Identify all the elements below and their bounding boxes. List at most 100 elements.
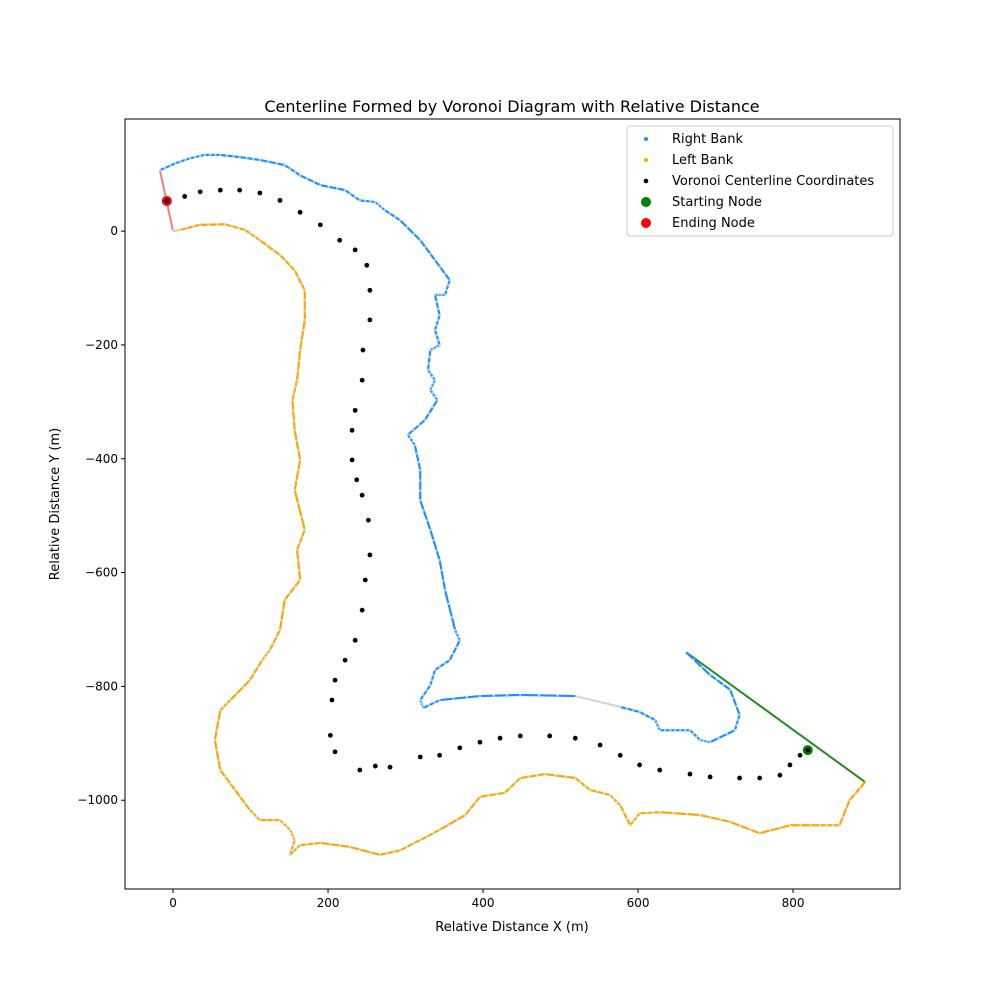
left-bank-point (292, 392, 296, 395)
centerline-point (517, 733, 523, 739)
right-bank-point (398, 219, 402, 222)
left-bank-point (464, 813, 467, 817)
chart-title: Centerline Formed by Voronoi Diagram wit… (264, 97, 759, 116)
left-bank-point (213, 738, 217, 742)
right-bank-point (669, 729, 672, 732)
left-bank-point (841, 815, 845, 818)
left-bank-point (288, 592, 291, 595)
legend-label-start: Starting Node (672, 195, 762, 210)
right-bank-point (275, 162, 278, 165)
right-bank-point (411, 440, 414, 444)
centerline-point (777, 772, 783, 778)
right-bank-point (657, 725, 660, 729)
left-bank-point (291, 409, 295, 412)
left-bank-point (219, 768, 222, 772)
right-bank-point (184, 158, 187, 162)
right-bank-point (288, 167, 292, 170)
right-bank-point (415, 452, 418, 455)
left-bank-point (447, 823, 450, 826)
left-bank-point (554, 774, 557, 777)
right-bank-point (436, 319, 440, 322)
left-bank-point (602, 792, 605, 795)
left-bank-point (632, 819, 635, 823)
right-bank-point (425, 519, 429, 522)
left-bank-point (235, 692, 238, 695)
right-bank-point (438, 343, 441, 347)
left-bank-point (290, 848, 293, 852)
plot-area (158, 153, 866, 857)
right-bank-point (457, 635, 460, 639)
left-bank-point (207, 223, 210, 226)
left-bank-point (432, 831, 435, 835)
left-bank-point (303, 309, 306, 312)
right-bank-point (695, 735, 699, 738)
left-bank-point (412, 842, 416, 845)
left-bank-point (385, 852, 389, 855)
left-bank-point (217, 719, 220, 722)
left-bank-point (296, 275, 300, 279)
centerline-point (637, 762, 642, 768)
centerline-point (737, 775, 742, 781)
left-bank-point (248, 678, 251, 682)
centerline-point (372, 763, 378, 769)
right-bank-point (455, 645, 458, 649)
right-bank-point (519, 693, 522, 697)
left-bank-point (215, 729, 218, 732)
left-bank-point (818, 824, 822, 827)
left-bank-point (222, 705, 225, 709)
left-bank-point (298, 542, 301, 545)
right-bank-point (458, 639, 461, 642)
left-bank-point (519, 776, 522, 780)
centerline-point (657, 767, 663, 773)
right-bank-point (431, 405, 435, 409)
right-bank-point (417, 423, 421, 427)
left-bank-point (685, 812, 689, 816)
left-bank-point (845, 807, 848, 810)
right-bank-point (188, 157, 192, 160)
left-bank-point (853, 792, 857, 796)
left-bank-point (574, 776, 577, 780)
left-bank-point (635, 815, 638, 819)
y-tick-label: −1000 (77, 793, 118, 807)
right-bank-point (419, 239, 422, 242)
left-bank-point (271, 642, 275, 645)
left-bank-point (252, 672, 255, 675)
right-bank-point (442, 579, 445, 582)
left-bank-point (514, 781, 517, 784)
right-bank-point (238, 155, 241, 159)
left-bank-point (296, 369, 300, 372)
x-tick-label: 800 (782, 896, 805, 910)
right-bank-point (674, 729, 677, 732)
right-bank-point (653, 718, 657, 722)
left-bank-point (291, 398, 294, 402)
left-bank-point (278, 628, 282, 632)
right-bank-point (427, 412, 431, 415)
left-bank-point (174, 229, 177, 232)
right-bank-point (412, 428, 415, 432)
centerline-point (352, 247, 358, 253)
left-bank-point (178, 228, 182, 232)
legend-marker-left-bank (644, 158, 648, 162)
right-bank-point (427, 704, 431, 707)
left-bank-point (293, 429, 296, 432)
right-bank-point (420, 701, 423, 704)
right-bank-point (435, 324, 438, 327)
left-bank-point (608, 793, 612, 797)
left-bank-point (272, 818, 275, 822)
left-bank-point (295, 439, 298, 442)
left-bank-point (312, 842, 316, 845)
right-bank-point (436, 307, 440, 310)
right-bank-point (432, 347, 435, 350)
left-bank-point (455, 818, 459, 821)
right-bank-point (556, 694, 559, 697)
left-bank-point (305, 843, 309, 846)
right-bank-point (267, 160, 270, 163)
left-bank-point (478, 795, 482, 799)
right-bank-point (437, 293, 440, 297)
left-bank-point (297, 569, 301, 572)
left-bank-point (300, 515, 303, 519)
centerline-point (332, 749, 338, 755)
centerline-point (297, 209, 303, 215)
right-bank-point (219, 153, 222, 157)
left-bank-point (495, 792, 499, 796)
